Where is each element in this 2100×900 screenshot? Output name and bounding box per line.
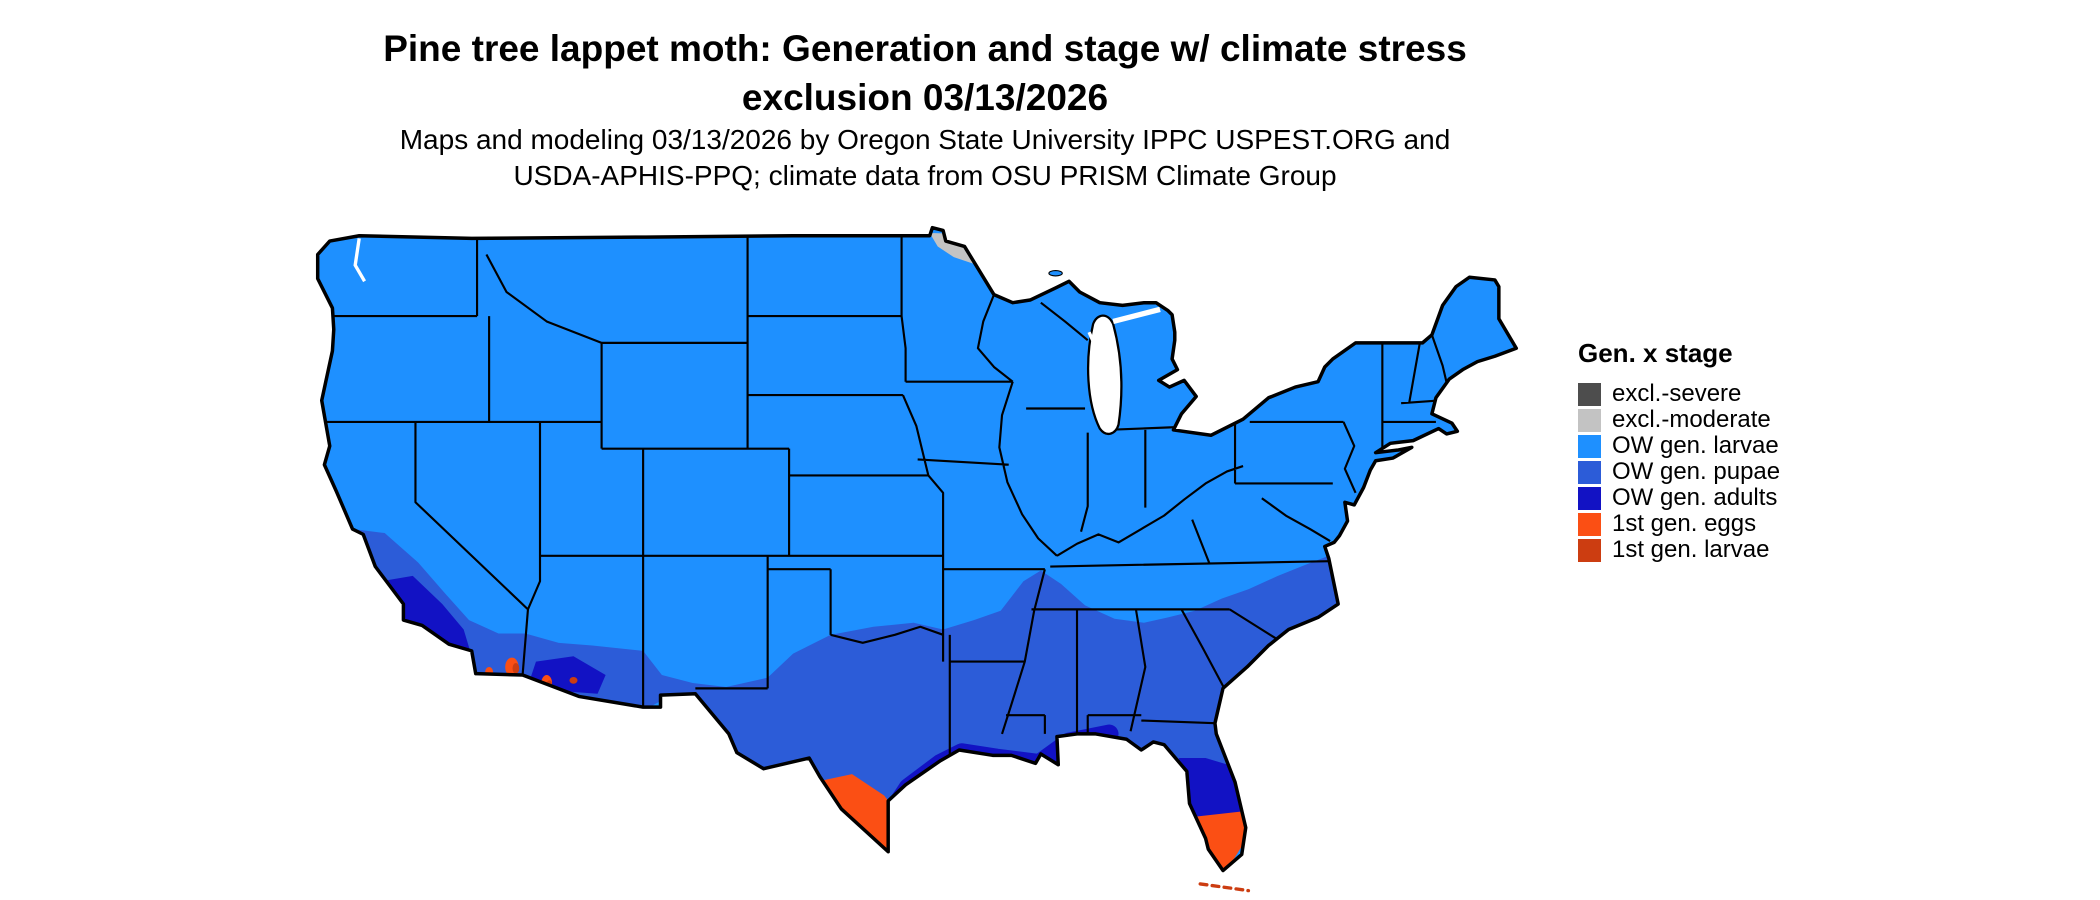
isle-royale [1048,270,1063,277]
title-line-2: exclusion 03/13/2026 [741,76,1109,118]
title-line-1: Pine tree lappet moth: Generation and st… [383,28,1467,69]
region-1st-larvae-spot-1 [512,662,520,674]
region-ow-pupae [352,529,1345,858]
legend-items: excl.-severe excl.-moderate OW gen. larv… [1578,380,1781,563]
page-subtitle: Maps and modeling 03/13/2026 by Oregon S… [0,122,1850,194]
legend-swatch [1578,434,1601,458]
region-1st-larvae-spot-3 [569,677,578,684]
legend-swatch [1578,538,1601,562]
legend-swatch [1578,512,1601,536]
legend-title: Gen. x stage [1578,338,1733,368]
legend-swatch [1578,408,1601,432]
green-bay [1087,331,1102,357]
mackinac-strait [1112,306,1161,325]
region-eggs-south-florida [1190,811,1249,871]
region-eggs-south-texas [814,774,903,860]
florida-keys [1198,882,1251,893]
state-borders [317,235,1450,759]
legend-item: 1st gen. larvae [1578,536,1780,563]
legend-item: 1st gen. eggs [1578,510,1780,537]
legend-swatch [1578,382,1601,406]
legend-swatch [1578,486,1601,510]
legend-swatch [1578,460,1601,484]
subtitle-line-2: USDA-APHIS-PPQ; climate data from OSU PR… [513,159,1337,191]
legend-label: OW gen. larvae [1612,432,1779,459]
puget-sound [353,238,367,283]
legend-label: OW gen. adults [1612,484,1778,511]
legend-label: 1st gen. larvae [1612,536,1770,563]
map-legend: Gen. x stage excl.-severe excl.-moderate… [1578,338,1780,563]
us-map-svg [315,225,1519,893]
us-phenology-map [311,225,1531,900]
legend-item: OW gen. larvae [1578,432,1780,459]
legend-label: OW gen. pupae [1612,458,1781,485]
legend-item: OW gen. adults [1578,484,1780,511]
subtitle-line-1: Maps and modeling 03/13/2026 by Oregon S… [399,124,1451,155]
legend-item: excl.-moderate [1578,406,1780,433]
legend-label: excl.-severe [1612,380,1742,407]
page-title: Pine tree lappet moth: Generation and st… [0,25,1850,123]
legend-item: OW gen. pupae [1578,458,1781,485]
legend-label: excl.-moderate [1612,406,1771,433]
legend-label: 1st gen. eggs [1612,510,1757,537]
legend-item: excl.-severe [1578,380,1780,407]
